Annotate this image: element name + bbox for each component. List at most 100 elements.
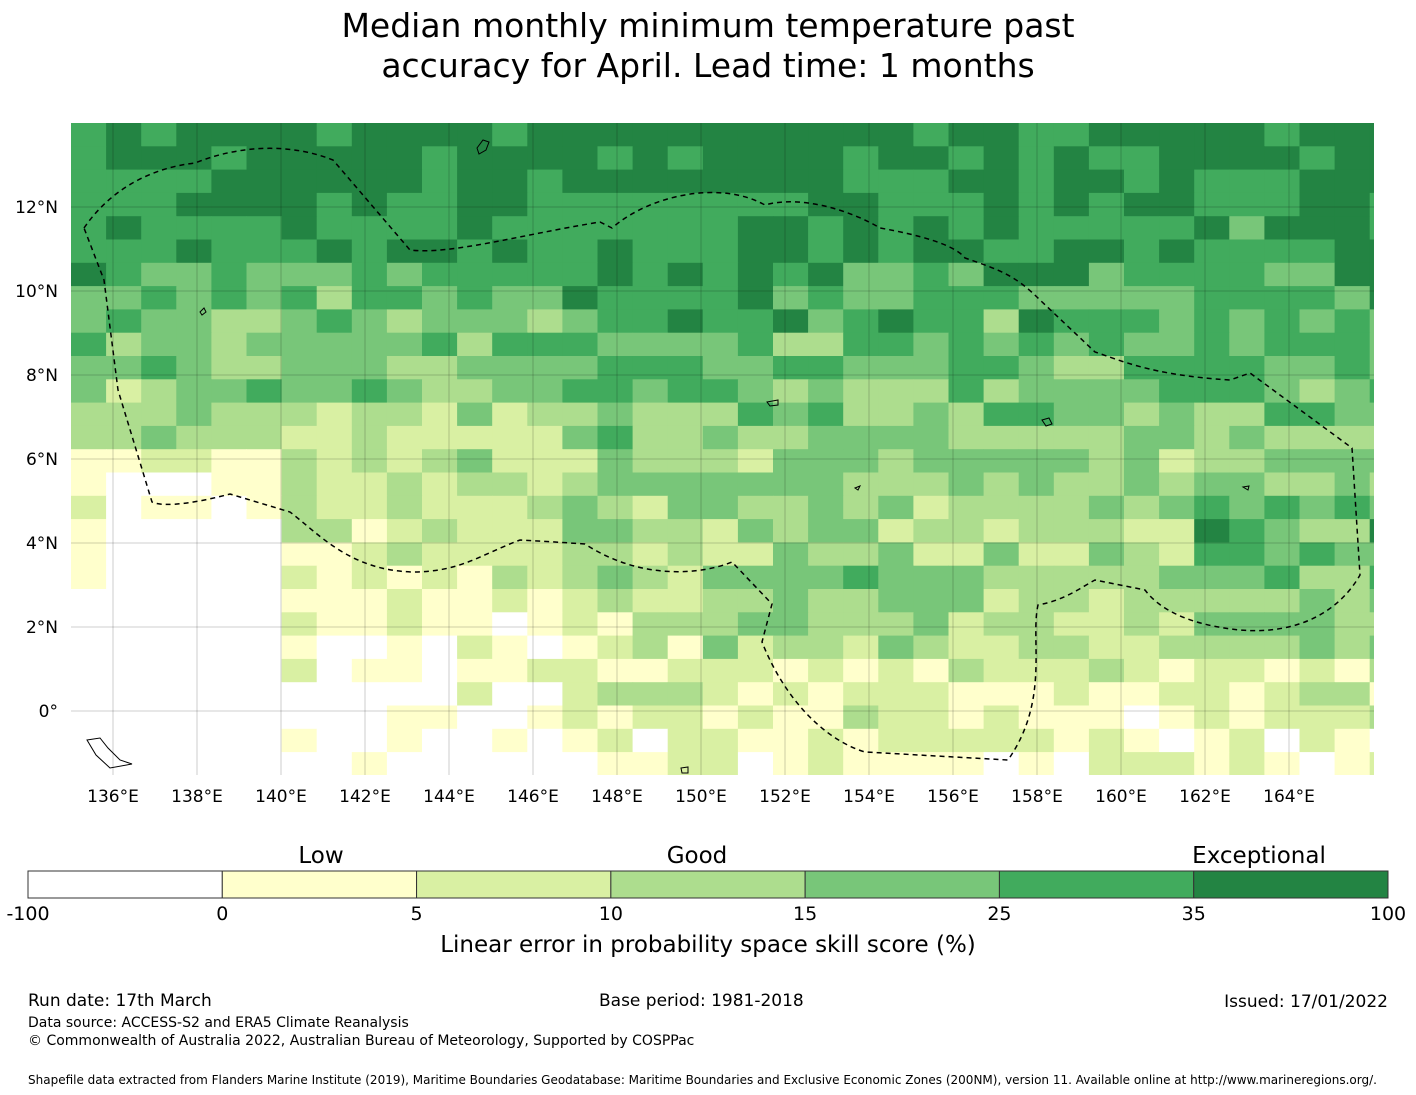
map-cell — [1088, 123, 1125, 147]
map-cell — [316, 495, 353, 520]
map-cell — [913, 309, 949, 334]
map-cell — [1229, 425, 1265, 450]
map-cell — [106, 519, 142, 543]
map-cell — [597, 146, 634, 171]
map-cell — [1018, 542, 1055, 567]
map-cell — [632, 752, 669, 775]
map-cell — [1264, 425, 1300, 450]
map-cell — [948, 123, 985, 147]
map-cell — [737, 635, 774, 660]
map-cell — [1053, 239, 1090, 264]
map-cell — [246, 449, 283, 473]
map-cell — [281, 379, 318, 404]
map-cell — [527, 123, 563, 147]
map-cell — [1194, 658, 1230, 683]
map-cell — [1369, 309, 1374, 334]
map-cell — [1334, 332, 1371, 357]
map-cell — [702, 216, 739, 240]
map-cell — [106, 565, 142, 590]
map-cell — [808, 262, 844, 287]
map-cell — [281, 472, 318, 497]
map-cell — [492, 123, 528, 147]
colorbar-segment — [610, 870, 806, 899]
map-cell — [1053, 379, 1090, 404]
map-cell — [422, 216, 458, 240]
map-cell — [948, 402, 985, 427]
map-cell — [176, 332, 212, 357]
map-cell — [281, 192, 318, 217]
map-cell — [913, 146, 949, 171]
map-cell — [562, 472, 598, 497]
map-cell — [808, 146, 844, 171]
map-cell — [1053, 519, 1090, 543]
map-cell — [1088, 589, 1125, 613]
map-cell — [632, 495, 669, 520]
map-cell — [106, 752, 142, 775]
map-cell — [913, 239, 949, 264]
map-cell — [1369, 262, 1374, 287]
lon-label: 162°E — [1179, 787, 1231, 807]
map-cell — [316, 309, 353, 334]
map-cell — [878, 495, 914, 520]
map-cell — [983, 682, 1020, 706]
map-cell — [1124, 728, 1160, 753]
map-cell — [597, 425, 634, 450]
map-cell — [492, 472, 528, 497]
map-cell — [913, 658, 949, 683]
map-cell — [1334, 425, 1371, 450]
map-cell — [983, 565, 1020, 590]
map-cell — [1159, 332, 1195, 357]
map-cell — [1299, 635, 1336, 660]
map-cell — [1194, 402, 1230, 427]
map-cell — [1264, 635, 1300, 660]
map-cell — [773, 356, 809, 380]
map-cell — [1124, 612, 1160, 637]
map-cell — [913, 705, 949, 730]
data-source: Data source: ACCESS-S2 and ERA5 Climate … — [28, 1015, 409, 1031]
map-cell — [1053, 705, 1090, 730]
map-cell — [492, 589, 528, 613]
map-cell — [808, 379, 844, 404]
map-cell — [983, 495, 1020, 520]
map-cell — [71, 216, 107, 240]
map-cell — [422, 542, 458, 567]
map-cell — [246, 705, 283, 730]
map-cell — [386, 519, 423, 543]
map-cell — [176, 472, 212, 497]
map-cell — [527, 658, 563, 683]
map-cell — [141, 449, 177, 473]
map-cell — [878, 356, 914, 380]
map-cell — [1159, 705, 1195, 730]
map-cell — [281, 309, 318, 334]
map-cell — [808, 589, 844, 613]
map-cell — [351, 262, 388, 287]
map-cell — [141, 472, 177, 497]
map-cell — [843, 728, 879, 753]
map-cell — [1299, 192, 1336, 217]
map-cell — [492, 658, 528, 683]
map-cell — [1334, 589, 1371, 613]
map-cell — [562, 589, 598, 613]
map-cell — [808, 705, 844, 730]
map-cell — [71, 542, 107, 567]
map-cell — [1369, 239, 1374, 264]
map-cell — [1194, 332, 1230, 357]
map-cell — [141, 519, 177, 543]
map-cell — [702, 169, 739, 194]
colorbar-segment — [27, 870, 223, 899]
map-cell — [141, 752, 177, 775]
map-cell — [71, 379, 107, 404]
map-cell — [316, 635, 353, 660]
map-cell — [878, 309, 914, 334]
map-cell — [141, 123, 177, 147]
map-cell — [281, 262, 318, 287]
map-cell — [1194, 542, 1230, 567]
map-cell — [1334, 565, 1371, 590]
map-cell — [281, 449, 318, 473]
map-cell — [1018, 262, 1055, 287]
map-cell — [1369, 635, 1374, 660]
map-cell — [71, 356, 107, 380]
map-cell — [211, 589, 247, 613]
map-cell — [737, 262, 774, 287]
map-cell — [1053, 309, 1090, 334]
